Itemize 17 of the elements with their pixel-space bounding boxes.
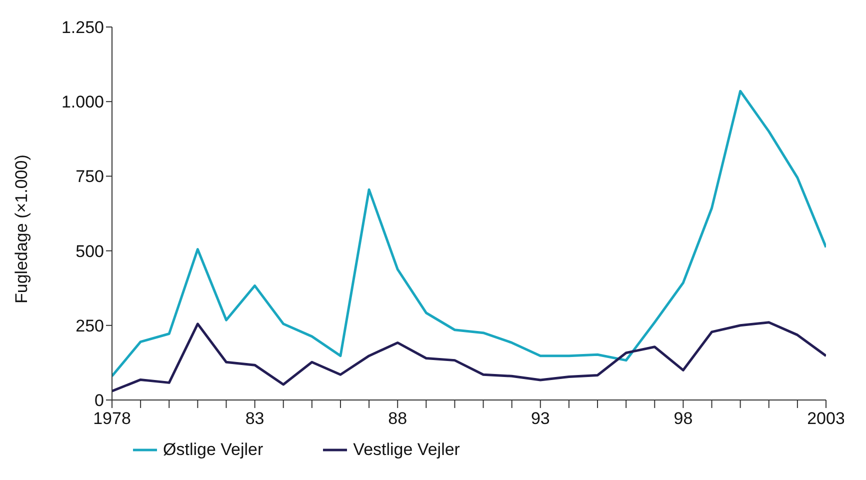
legend-label: Østlige Vejler bbox=[163, 440, 264, 460]
y-tick-label: 0 bbox=[94, 391, 104, 410]
line-series bbox=[112, 90, 826, 378]
y-axis-title: Fugledage (×1.000) bbox=[12, 154, 32, 304]
x-tick-label: 2003 bbox=[807, 409, 845, 428]
line-series bbox=[112, 321, 826, 392]
y-tick-label: 750 bbox=[76, 167, 104, 186]
y-tick-label: 500 bbox=[76, 242, 104, 261]
x-tick-label: 88 bbox=[388, 409, 408, 428]
legend-label: Vestlige Vejler bbox=[353, 440, 460, 460]
x-tick-label: 1978 bbox=[93, 409, 131, 428]
x-tick-label: 83 bbox=[245, 409, 264, 428]
y-tick-label: 250 bbox=[76, 316, 104, 336]
x-tick-label: 93 bbox=[530, 409, 550, 428]
y-tick-label: 1.250 bbox=[61, 18, 104, 38]
y-tick-label: 1.000 bbox=[61, 92, 104, 112]
x-tick-label: 98 bbox=[674, 409, 693, 428]
